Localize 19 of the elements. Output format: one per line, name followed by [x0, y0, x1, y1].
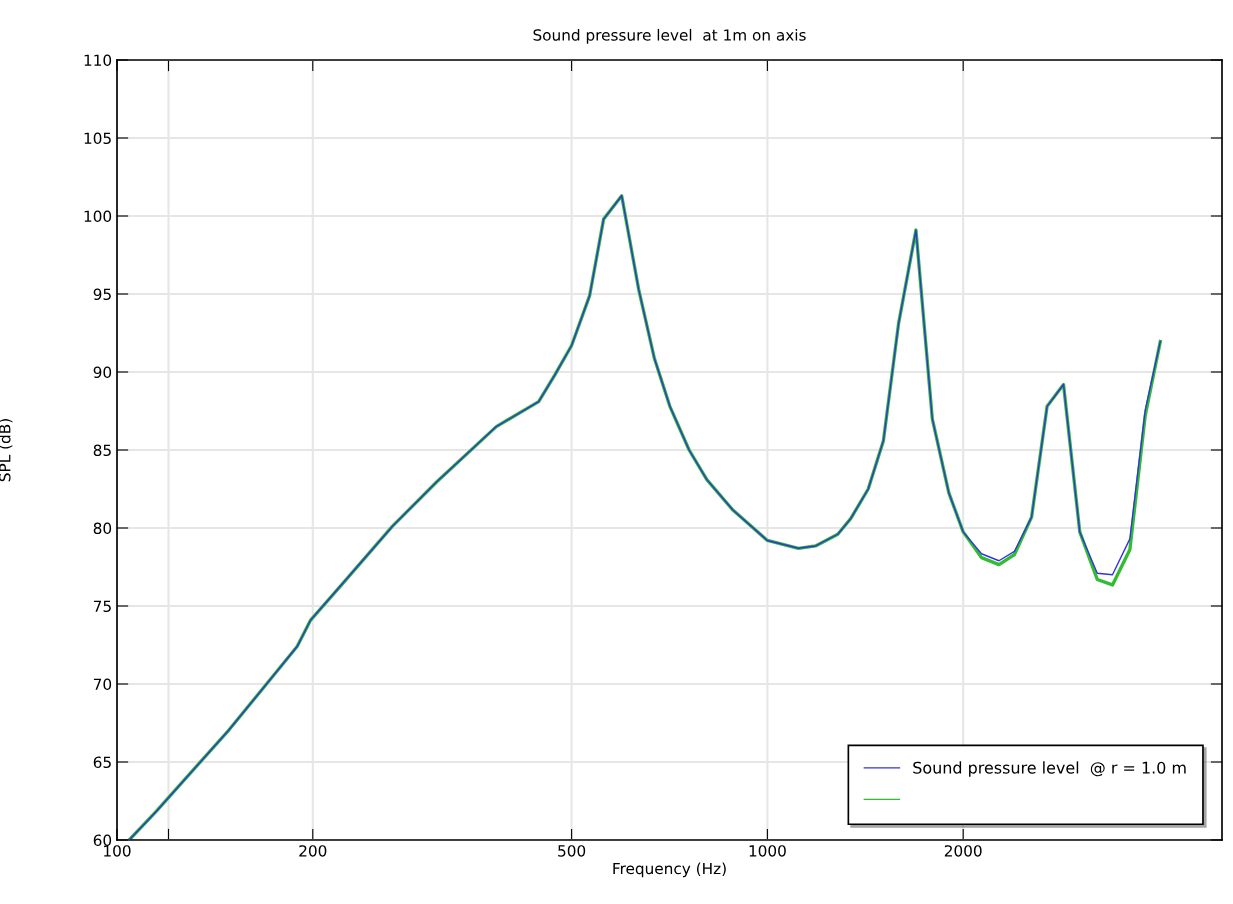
y-tick-label: 100: [84, 210, 112, 223]
y-tick-label: 65: [93, 756, 111, 769]
y-tick-label: 90: [93, 366, 112, 379]
x-tick-label: 500: [558, 845, 586, 857]
y-tick-label: 80: [93, 522, 112, 535]
y-tick-label: 60: [93, 834, 112, 847]
y-tick-label: 95: [93, 288, 111, 301]
legend-label: Sound pressure level @ r = 1.0 m: [913, 761, 1186, 777]
y-tick-label: 85: [93, 444, 111, 457]
x-tick-label: 2000: [944, 845, 982, 857]
x-tick-label: 100: [104, 845, 131, 857]
y-tick-label: 110: [84, 54, 112, 67]
y-tick-label: 70: [93, 678, 112, 691]
x-tick-label: 1000: [749, 845, 786, 857]
y-tick-label: 105: [84, 132, 111, 145]
y-tick-label: 75: [93, 600, 111, 613]
x-axis-title: Frequency (Hz): [613, 862, 726, 878]
x-tick-label: 200: [299, 845, 327, 857]
chart-title: Sound pressure level at 1m on axis: [533, 28, 806, 44]
